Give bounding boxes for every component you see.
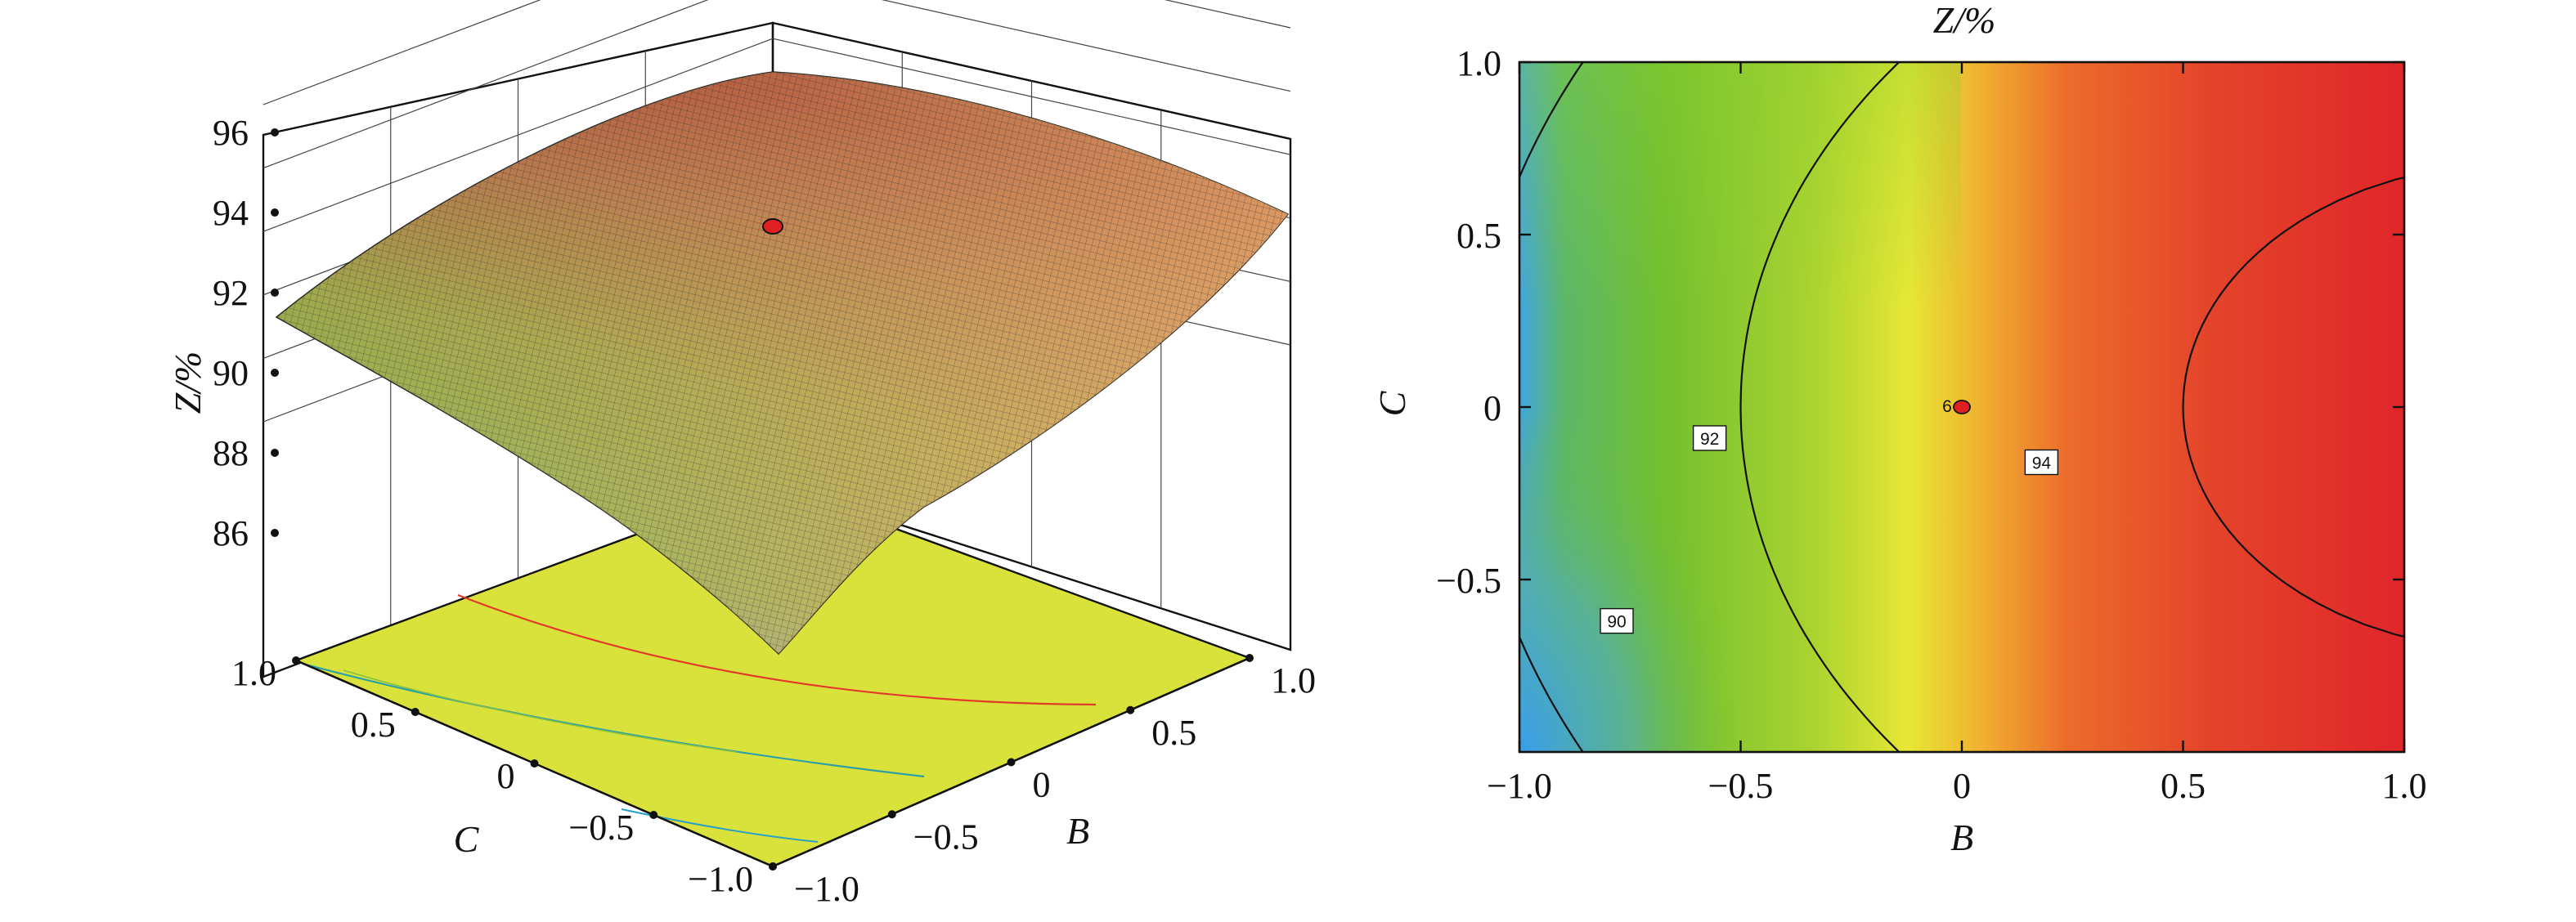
contour-y-ticks: −0.5 0 0.5 1.0 bbox=[1436, 43, 2404, 601]
z-tick-label: 86 bbox=[213, 513, 249, 553]
c-tick-label: 1.0 bbox=[231, 653, 276, 693]
contour-x-tick-label: 0 bbox=[1953, 766, 1971, 806]
c-tick-label: −1.0 bbox=[688, 859, 753, 899]
b-axis-ticks: −1.0 −0.5 0 0.5 1.0 bbox=[769, 654, 1316, 909]
contour-field bbox=[1519, 62, 2404, 752]
contour-line-94 bbox=[2182, 177, 2404, 638]
contour-label-94: 94 bbox=[2032, 454, 2052, 473]
floor-contour-red bbox=[457, 593, 1097, 706]
b-tick-label: 0 bbox=[1033, 765, 1051, 805]
floor-contour-teal-1 bbox=[302, 662, 925, 778]
z-tick-label: 94 bbox=[213, 193, 249, 233]
b-tick-label: 0.5 bbox=[1151, 713, 1196, 753]
c-tick-label: −0.5 bbox=[568, 808, 634, 848]
z-tick-mark bbox=[271, 529, 279, 537]
contour-y-tick-label: 0 bbox=[1483, 388, 1501, 428]
b-tick-label: −0.5 bbox=[913, 817, 979, 857]
contour-label-box bbox=[1692, 425, 1727, 451]
contour-y-title: C bbox=[1371, 390, 1413, 416]
contour-y-tick-label: 1.0 bbox=[1456, 43, 1501, 83]
z-axis-title: Z/% bbox=[167, 351, 209, 414]
b-axis-title: B bbox=[1066, 810, 1089, 852]
b-tick-mark bbox=[1245, 654, 1254, 662]
contour-lines bbox=[1519, 62, 2404, 752]
contour-label-box bbox=[2024, 449, 2059, 476]
contour-line-92 bbox=[1739, 62, 1901, 752]
wall-grid-line bbox=[263, 0, 541, 105]
c-axis-ticks: 1.0 0.5 0 −0.5 −1.0 bbox=[231, 653, 777, 899]
b-tick-mark bbox=[769, 862, 777, 871]
c-tick-mark bbox=[292, 656, 300, 665]
wall-grid-line bbox=[881, 0, 1291, 92]
contour-labels: 90 92 94 bbox=[1600, 425, 2059, 634]
contour-x-title: B bbox=[1950, 817, 1973, 858]
z-tick-label: 92 bbox=[213, 273, 249, 313]
contour-x-ticks: −1.0 −0.5 0 0.5 1.0 bbox=[1487, 62, 2427, 806]
z-axis-ticks: 86 88 90 92 94 96 bbox=[213, 113, 279, 553]
contour-top-tint bbox=[1519, 62, 1961, 307]
c-tick-label: 0.5 bbox=[351, 705, 396, 745]
contour-x-tick-label: 1.0 bbox=[2382, 766, 2427, 806]
wall-grid-line bbox=[1164, 0, 1291, 29]
contour-label-box bbox=[1600, 607, 1634, 634]
contour-plot: Z/% 90 92 94 6 −1.0 −0.5 0 0.5 1.0 −0.5 0 0.5 1.0… bbox=[1371, 0, 2427, 858]
z-tick-mark bbox=[271, 369, 279, 377]
c-tick-mark bbox=[411, 708, 420, 716]
contour-line-90 bbox=[1519, 62, 1584, 752]
b-tick-label: −1.0 bbox=[794, 869, 859, 909]
z-tick-mark bbox=[271, 128, 279, 137]
contour-design-point-label: 6 bbox=[1942, 397, 1952, 416]
response-surface bbox=[275, 71, 1290, 656]
c-tick-label: 0 bbox=[497, 756, 515, 796]
contour-x-tick-label: 0.5 bbox=[2161, 766, 2206, 806]
z-tick-mark bbox=[271, 289, 279, 297]
c-tick-mark bbox=[649, 811, 658, 819]
contour-y-tick-label: −0.5 bbox=[1436, 561, 1501, 601]
b-tick-mark bbox=[1007, 758, 1016, 767]
surface-mesh bbox=[276, 72, 1288, 654]
z-tick-label: 96 bbox=[213, 113, 249, 153]
contour-label-92: 92 bbox=[1700, 430, 1719, 449]
z-tick-mark bbox=[271, 449, 279, 457]
contour-design-point-group: 6 bbox=[1942, 397, 1971, 416]
c-tick-mark bbox=[530, 759, 539, 768]
wall-grid-line bbox=[263, 0, 709, 169]
contour-x-tick-label: −0.5 bbox=[1708, 766, 1774, 806]
z-tick-label: 90 bbox=[213, 353, 249, 393]
contour-design-point bbox=[1953, 400, 1971, 414]
b-tick-mark bbox=[887, 810, 896, 819]
z-tick-label: 88 bbox=[213, 433, 249, 473]
c-axis-title: C bbox=[454, 818, 480, 860]
contour-x-tick-label: −1.0 bbox=[1487, 766, 1552, 806]
surface-design-point bbox=[762, 218, 783, 235]
contour-label-90: 90 bbox=[1607, 613, 1626, 632]
b-tick-mark bbox=[1126, 705, 1135, 714]
z-tick-mark bbox=[271, 208, 279, 217]
floor-contour-green bbox=[343, 669, 737, 753]
contour-y-tick-label: 0.5 bbox=[1456, 216, 1501, 256]
contour-title: Z/% bbox=[1933, 0, 1996, 41]
b-tick-label: 1.0 bbox=[1271, 660, 1316, 700]
